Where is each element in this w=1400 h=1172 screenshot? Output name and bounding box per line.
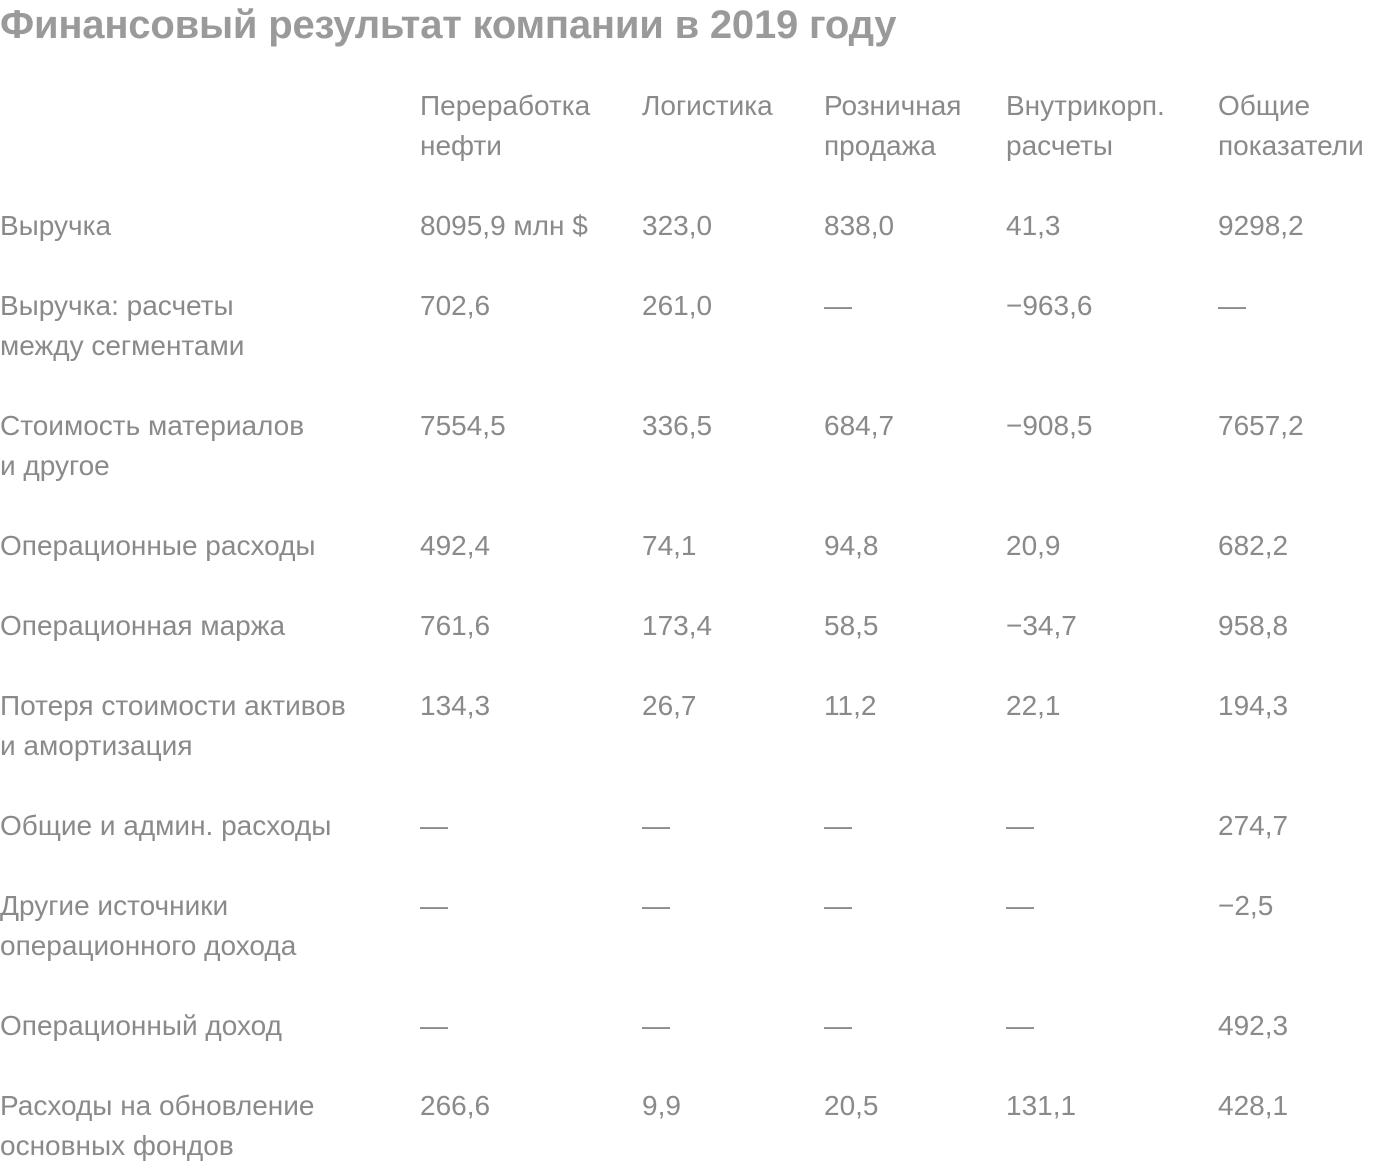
table-cell: 7657,2 [1218, 410, 1304, 441]
table-cell: — [824, 1010, 852, 1041]
table-cell: 26,7 [642, 690, 697, 721]
table-row: Выручка 8095,9 млн $ 323,0 838,0 41,3 92… [0, 206, 1400, 286]
financial-results-table: Переработка нефти Логистика Розничная пр… [0, 86, 1400, 1166]
table-cell: — [642, 810, 670, 841]
table-cell: — [420, 890, 448, 921]
page-title: Финансовый результат компании в 2019 год… [0, 3, 897, 47]
table-cell: 11,2 [824, 690, 877, 721]
table-cell: — [420, 1010, 448, 1041]
table-cell: 492,4 [420, 530, 491, 561]
table-row: Общие и админ. расходы — — — — 274,7 [0, 806, 1400, 886]
table-row: Операционные расходы 492,4 74,1 94,8 20,… [0, 526, 1400, 606]
table-row: Стоимость материалов и другое 7554,5 336… [0, 406, 1400, 526]
row-label: Выручка [0, 210, 112, 241]
table-cell: 94,8 [824, 530, 879, 561]
table-cell: — [824, 290, 852, 321]
table-cell: — [824, 890, 852, 921]
table-cell: 323,0 [642, 210, 713, 241]
table-cell: 58,5 [824, 610, 879, 641]
table-row: Операционный доход — — — — 492,3 [0, 1006, 1400, 1086]
table-cell: — [642, 1010, 670, 1041]
table-cell: 20,9 [1006, 530, 1061, 561]
column-header-total: Общие показатели [1218, 90, 1364, 161]
table-row: Потеря стоимости активов и амортизация 1… [0, 686, 1400, 806]
table-row: Операционная маржа 761,6 173,4 58,5 −34,… [0, 606, 1400, 686]
row-label: Другие источники операционного дохода [0, 890, 297, 961]
table-header-row: Переработка нефти Логистика Розничная пр… [0, 86, 1400, 206]
table-cell: — [824, 810, 852, 841]
table-cell: −908,5 [1006, 410, 1093, 441]
table-cell: 958,8 [1218, 610, 1289, 641]
column-header-retail: Розничная продажа [824, 90, 962, 161]
table-cell: 22,1 [1006, 690, 1061, 721]
table-cell: 9298,2 [1218, 210, 1304, 241]
column-header-metric [0, 86, 420, 206]
table-cell: 761,6 [420, 610, 491, 641]
column-header-intercompany: Внутрикорп. расчеты [1006, 90, 1165, 161]
table-cell: — [1218, 290, 1246, 321]
table-cell: 702,6 [420, 290, 491, 321]
table-cell: 20,5 [824, 1090, 879, 1121]
table-row: Расходы на обновление основных фондов 26… [0, 1086, 1400, 1166]
table-cell: 131,1 [1006, 1090, 1077, 1121]
table-cell: — [642, 890, 670, 921]
table-cell: 274,7 [1218, 810, 1289, 841]
table-cell: 838,0 [824, 210, 895, 241]
table-cell: 41,3 [1006, 210, 1061, 241]
row-label: Выручка: расчеты между сегментами [0, 290, 245, 361]
row-label: Общие и админ. расходы [0, 810, 332, 841]
table-row: Выручка: расчеты между сегментами 702,6 … [0, 286, 1400, 406]
row-label: Расходы на обновление основных фондов [0, 1090, 315, 1161]
table-cell: 428,1 [1218, 1090, 1289, 1121]
row-label: Потеря стоимости активов и амортизация [0, 690, 346, 761]
table-cell: 682,2 [1218, 530, 1289, 561]
table-cell: 261,0 [642, 290, 713, 321]
table-cell: 7554,5 [420, 410, 506, 441]
table-cell: −34,7 [1006, 610, 1077, 641]
table-cell: 194,3 [1218, 690, 1289, 721]
row-label: Операционный доход [0, 1010, 282, 1041]
table-cell: 684,7 [824, 410, 895, 441]
table-cell: 492,3 [1218, 1010, 1289, 1041]
row-label: Операционная маржа [0, 610, 286, 641]
table-cell: 336,5 [642, 410, 713, 441]
column-header-logistics: Логистика [642, 90, 773, 121]
table-cell: −2,5 [1218, 890, 1274, 921]
table-cell: 9,9 [642, 1090, 681, 1121]
table-cell: 266,6 [420, 1090, 491, 1121]
table-cell: −963,6 [1006, 290, 1093, 321]
table-cell: 134,3 [420, 690, 491, 721]
table-row: Другие источники операционного дохода — … [0, 886, 1400, 1006]
table-cell: — [420, 810, 448, 841]
table-cell: 8095,9 млн $ [420, 210, 588, 241]
table-cell: — [1006, 810, 1034, 841]
row-label: Стоимость материалов и другое [0, 410, 305, 481]
table-cell: 74,1 [642, 530, 697, 561]
column-header-oil-refining: Переработка нефти [420, 90, 591, 161]
table-cell: 173,4 [642, 610, 713, 641]
row-label: Операционные расходы [0, 530, 316, 561]
table-cell: — [1006, 890, 1034, 921]
table-cell: — [1006, 1010, 1034, 1041]
